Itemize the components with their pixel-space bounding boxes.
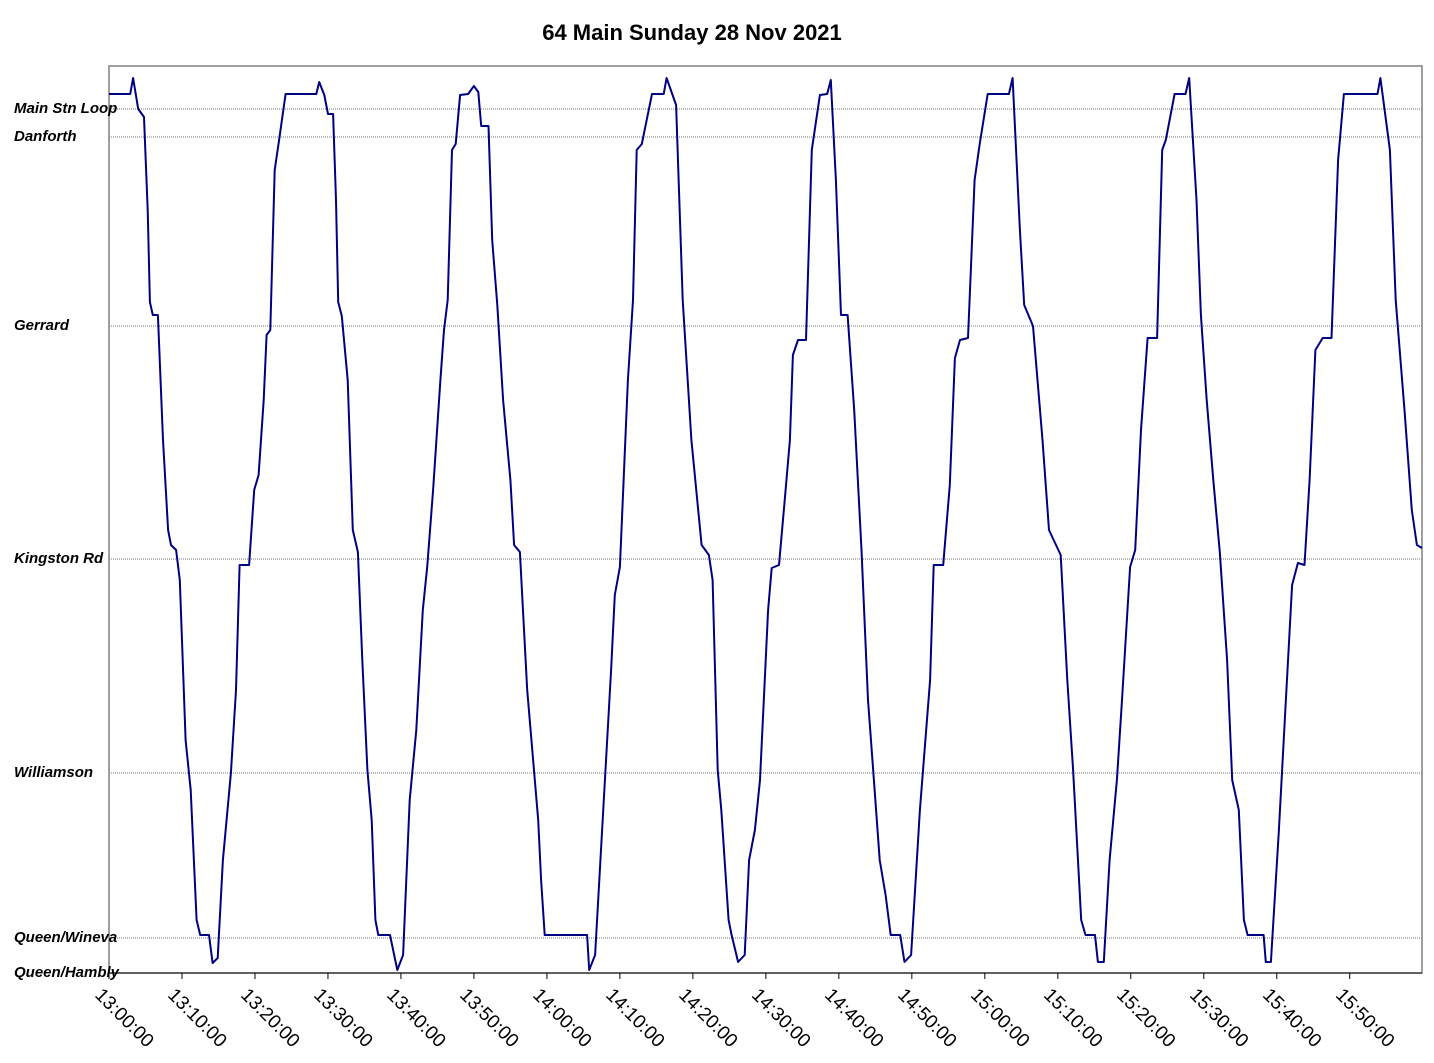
x-tick-label: 14:50:00 [893,985,960,1052]
x-tick-label: 13:00:00 [90,985,157,1052]
x-tick-label: 14:00:00 [528,985,595,1052]
x-tick-label: 15:20:00 [1112,985,1179,1052]
x-tick-label: 13:10:00 [163,985,230,1052]
y-tick-label: Gerrard [14,317,70,334]
x-tick-label: 15:50:00 [1331,985,1398,1052]
y-tick-label: Main Stn Loop [14,100,117,117]
x-tick-label: 14:20:00 [674,985,741,1052]
x-tick-label: 13:20:00 [236,985,303,1052]
plot-frame [108,65,1423,974]
x-tick-label: 15:10:00 [1039,985,1106,1052]
x-tick-label: 13:50:00 [455,985,522,1052]
x-tick-label: 15:00:00 [966,985,1033,1052]
x-tick-label: 14:30:00 [747,985,814,1052]
y-tick-label: Kingston Rd [14,550,104,567]
y-tick-label: Williamson [14,764,93,781]
x-tick-label: 15:40:00 [1258,985,1325,1052]
x-tick-label: 13:40:00 [382,985,449,1052]
x-tick-label: 13:30:00 [309,985,376,1052]
vehicle-trace [109,77,1423,971]
x-tick-label: 14:10:00 [601,985,668,1052]
chart-title: 64 Main Sunday 28 Nov 2021 [542,20,842,45]
x-tick-label: 14:40:00 [820,985,887,1052]
y-tick-label: Danforth [14,128,77,145]
y-tick-label: Queen/Wineva [14,929,117,946]
x-tick-label: 15:30:00 [1185,985,1252,1052]
y-tick-label: Queen/Hambly [14,964,120,981]
